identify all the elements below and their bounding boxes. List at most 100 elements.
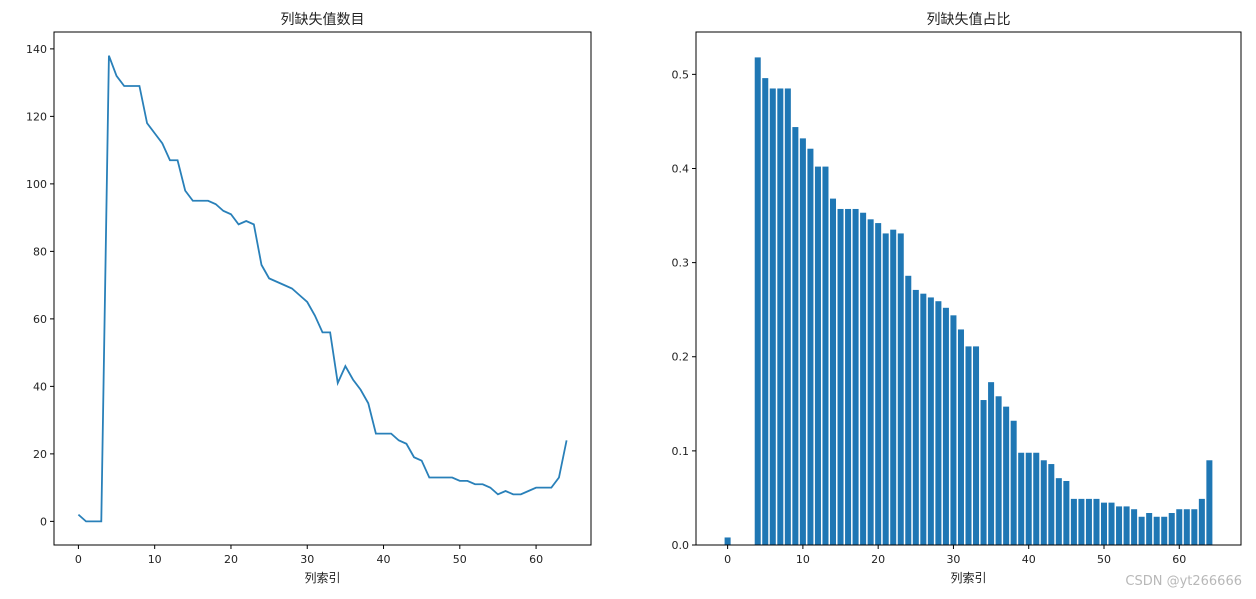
bar (1048, 464, 1055, 545)
bar (1198, 498, 1205, 545)
x-tick-label: 30 (300, 553, 314, 566)
x-tick-label: 10 (148, 553, 162, 566)
y-tick-label: 0.3 (672, 257, 690, 270)
bar (890, 229, 897, 546)
bar (769, 88, 776, 545)
bar (784, 88, 791, 545)
bar (1040, 460, 1047, 545)
bar (1153, 516, 1160, 545)
bar (1070, 498, 1077, 545)
y-tick-label: 80 (33, 245, 47, 258)
bar (995, 396, 1002, 545)
bar (988, 382, 995, 545)
y-tick-label: 60 (33, 313, 47, 326)
x-tick-label: 0 (75, 553, 82, 566)
bar (754, 57, 761, 545)
bar (799, 138, 806, 545)
chart-title: 列缺失值数目 (281, 12, 365, 28)
bar (980, 400, 987, 545)
x-tick-label: 50 (453, 553, 467, 566)
bar (837, 208, 844, 545)
bar (1183, 509, 1190, 545)
bar (1108, 502, 1115, 545)
bar (1025, 452, 1032, 545)
bar (807, 148, 814, 545)
bar (1206, 460, 1213, 545)
bar (1138, 516, 1145, 545)
bar (1146, 513, 1153, 545)
axes-frame (53, 31, 592, 546)
bar-chart-panel: 列缺失值占比 0 10 20 30 40 50 60 0.0 0.1 0.2 0.3 0.4 0.5 列索引 (672, 12, 1242, 585)
y-tick-label: 0.5 (672, 68, 690, 81)
bar (1191, 509, 1198, 545)
bar (1055, 478, 1062, 545)
bar (927, 297, 934, 545)
x-tick-label: 30 (946, 553, 960, 566)
bar (792, 127, 799, 545)
y-tick-label: 0.2 (672, 351, 690, 364)
x-tick-label: 20 (871, 553, 885, 566)
x-axis-label: 列索引 (950, 571, 986, 585)
bar (1176, 509, 1183, 545)
bar (935, 301, 942, 545)
bar (860, 212, 867, 546)
bar (1010, 420, 1017, 545)
bar (965, 346, 972, 545)
y-tick-label: 120 (26, 110, 47, 123)
x-tick-label: 60 (1172, 553, 1186, 566)
bar (1033, 452, 1040, 545)
x-tick-label: 40 (377, 553, 391, 566)
y-tick-label: 0.1 (672, 445, 690, 458)
bar (1003, 406, 1010, 545)
bar (1018, 452, 1025, 545)
bar (1161, 516, 1168, 545)
x-tick-label: 20 (224, 553, 238, 566)
bar (852, 208, 859, 545)
bar (724, 537, 731, 545)
bar (912, 289, 919, 545)
y-tick-label: 20 (33, 448, 47, 461)
line-chart-panel: 列缺失值数目 0 10 20 30 40 50 60 0 20 40 60 80 100 120 140 列索引 (26, 12, 592, 585)
bar (905, 275, 912, 545)
bar (957, 329, 964, 545)
y-tick-label: 40 (33, 380, 47, 393)
bar (1123, 506, 1130, 545)
axes-frame (695, 31, 1242, 546)
x-tick-label: 60 (529, 553, 543, 566)
bar (1100, 502, 1108, 545)
x-tick-label: 0 (724, 553, 731, 566)
y-tick-label: 0.4 (672, 162, 690, 175)
bar (920, 293, 927, 545)
bar (829, 198, 837, 546)
bar (875, 223, 882, 545)
bar (942, 307, 949, 545)
series-line (77, 55, 568, 523)
y-tick-label: 140 (26, 43, 47, 56)
bar (1093, 498, 1100, 545)
bar (1078, 498, 1085, 545)
bar (845, 208, 852, 545)
x-tick-label: 50 (1097, 553, 1111, 566)
bar (973, 346, 980, 545)
bar (814, 166, 821, 545)
bar (1085, 498, 1092, 545)
bar (1131, 509, 1138, 545)
x-tick-label: 40 (1022, 553, 1036, 566)
y-tick-label: 0.0 (672, 539, 690, 552)
bar (762, 78, 769, 546)
y-tick-label: 0 (40, 515, 47, 528)
chart-title: 列缺失值占比 (927, 12, 1011, 28)
x-axis-label: 列索引 (304, 571, 340, 585)
bar (950, 315, 957, 545)
bar (777, 88, 784, 545)
bar (822, 166, 829, 545)
bar (882, 233, 889, 545)
x-tick-label: 10 (796, 553, 810, 566)
bar (867, 219, 874, 545)
bar (897, 233, 904, 545)
bar (1063, 480, 1070, 545)
bar (1168, 513, 1175, 545)
y-tick-label: 100 (26, 178, 47, 191)
watermark: CSDN @yt266666 (1125, 574, 1242, 589)
